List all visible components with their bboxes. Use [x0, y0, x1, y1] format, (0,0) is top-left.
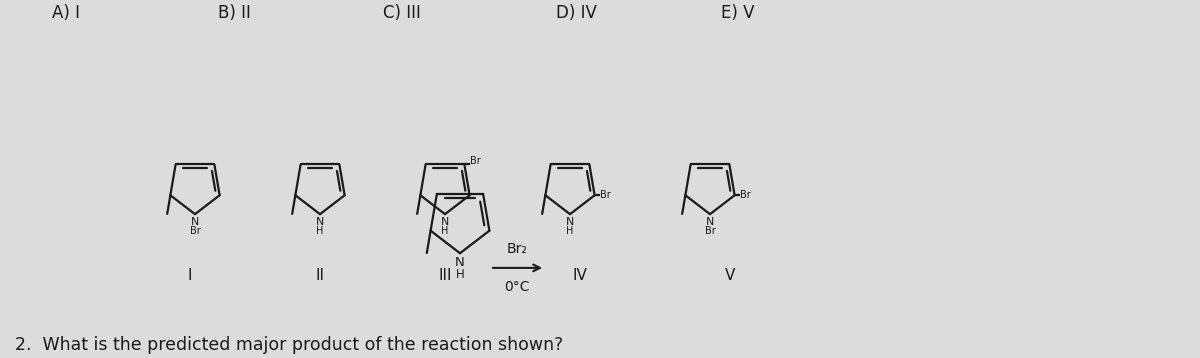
- Text: Br: Br: [600, 190, 611, 200]
- Text: N: N: [316, 217, 324, 227]
- Text: Br: Br: [704, 226, 715, 236]
- Text: 2.  What is the predicted major product of the reaction shown?: 2. What is the predicted major product o…: [14, 336, 563, 354]
- Text: D) IV: D) IV: [556, 4, 596, 22]
- Text: Br: Br: [740, 190, 751, 200]
- Text: B) II: B) II: [217, 4, 251, 22]
- Text: N: N: [191, 217, 199, 227]
- Text: E) V: E) V: [721, 4, 755, 22]
- Text: H: H: [317, 226, 324, 236]
- Text: H: H: [442, 226, 449, 236]
- Text: I: I: [187, 268, 192, 283]
- Text: 0°C: 0°C: [504, 280, 529, 294]
- Text: Br: Br: [190, 226, 200, 236]
- Text: H: H: [566, 226, 574, 236]
- Text: C) III: C) III: [383, 4, 421, 22]
- Text: N: N: [706, 217, 714, 227]
- Text: H: H: [456, 267, 464, 281]
- Text: II: II: [316, 268, 324, 283]
- Text: N: N: [440, 217, 449, 227]
- Text: N: N: [566, 217, 574, 227]
- Text: V: V: [725, 268, 736, 283]
- Text: IV: IV: [572, 268, 588, 283]
- Text: N: N: [455, 256, 464, 269]
- Text: Br: Br: [469, 156, 480, 166]
- Text: Br₂: Br₂: [506, 242, 528, 256]
- Text: A) I: A) I: [52, 4, 80, 22]
- Text: III: III: [438, 268, 451, 283]
